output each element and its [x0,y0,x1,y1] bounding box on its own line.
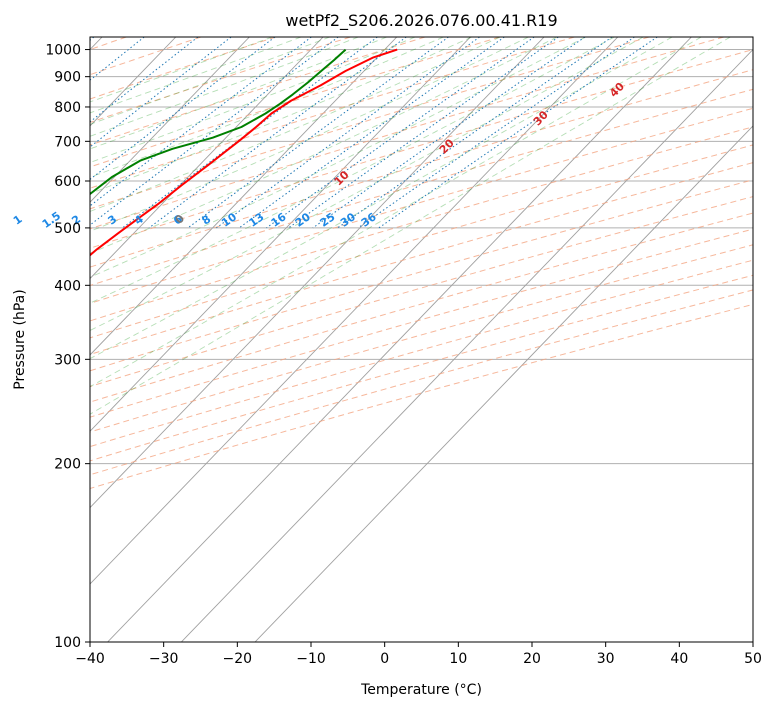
mixing-ratio-line [312,37,586,229]
mixing-ratio-line [90,37,312,207]
chart-title: wetPf2_S206.2026.076.00.41.R19 [285,11,557,31]
dry-adiabat-line [90,289,753,476]
moist-adiabat-line [90,37,388,150]
y-tick-label: 700 [54,134,81,150]
x-tick-label: −40 [75,651,105,667]
isotherm-line [254,125,753,642]
moist-adiabat-line [90,37,558,254]
y-tick-label: 600 [54,174,81,190]
series-layer [90,48,398,257]
dry-adiabat-line [90,49,753,249]
y-tick-label: 900 [54,70,81,86]
x-tick-label: 30 [597,651,615,667]
moist-adiabat-line [90,37,501,212]
moist-adiabat-line [90,37,702,388]
dry-adiabat-line [90,179,753,372]
y-tick-label: 100 [54,635,81,651]
x-tick-label: −10 [296,651,326,667]
x-tick-label: 20 [523,651,541,667]
isotherm-line [90,37,398,356]
moist-adiabat-line [90,37,331,125]
temperature-profile-line [90,48,398,257]
isotherm-line [90,37,250,203]
y-tick-label: 200 [54,457,81,473]
x-tick-label: −30 [149,651,179,667]
moist-adiabat-line [90,37,273,103]
dry-adiabat-line [90,37,650,210]
y-tick-label: 1000 [45,43,81,59]
mixing-ratio-line [216,37,480,229]
mixing-ratio-line [148,37,407,229]
dry-adiabat-line [90,162,753,356]
dry-adiabat-line [90,88,753,287]
moist-adiabat-line [90,37,586,278]
moist-adiabat-line [90,37,615,304]
isotherm-line [90,37,619,585]
isotherm-line [90,37,471,432]
moist-adiabat-line [90,37,644,331]
dewpoint-profile-line [90,48,347,196]
mixing-ratio-line [90,37,339,226]
mixing-ratio-line [288,37,559,229]
dry-adiabat-line [90,37,426,146]
x-tick-label: 0 [380,651,389,667]
dry-adiabat-line [90,212,753,403]
x-tick-label: −20 [223,651,253,667]
moist-adiabat-line [90,37,731,415]
dry-adiabat-line [90,244,753,433]
moist-adiabat-line [90,37,673,360]
mixing-ratio-line [90,37,276,181]
dry-adiabat-line [90,144,753,339]
mixing-ratio-line [187,37,449,229]
dry-adiabat-line [90,37,276,100]
dry-adiabat-line [90,37,724,230]
mixing-ratio-line [266,37,535,229]
mixing-ratio-line [238,37,505,229]
isotherm-line [107,37,692,642]
x-axis-title: Temperature (°C) [360,682,482,698]
mixing-ratio-line [357,37,635,229]
y-tick-label: 800 [54,100,81,116]
y-tick-label: 500 [54,221,81,237]
axes-layer: −40 −30 −20 −10 0 10 20 30 40 50 100 200 300 400 500 60… [45,43,762,667]
isotherm-line [180,48,753,642]
dry-adiabat-line [90,69,753,268]
y-tick-label: 400 [54,278,81,294]
moist-adiabat-line [90,37,529,232]
x-tick-label: 10 [449,651,467,667]
x-tick-label: 40 [670,651,688,667]
dry-adiabat-line [90,259,753,448]
y-axis-title: Pressure (hPa) [12,289,28,389]
y-tick-label: 300 [54,352,81,368]
plot-frame [89,36,754,643]
moist-adiabat-line [90,37,472,195]
moist-adiabat-line [90,37,302,114]
x-tick-label: 50 [744,651,762,667]
dry-adiabat-line [90,37,500,168]
isotherm-line [90,37,324,280]
